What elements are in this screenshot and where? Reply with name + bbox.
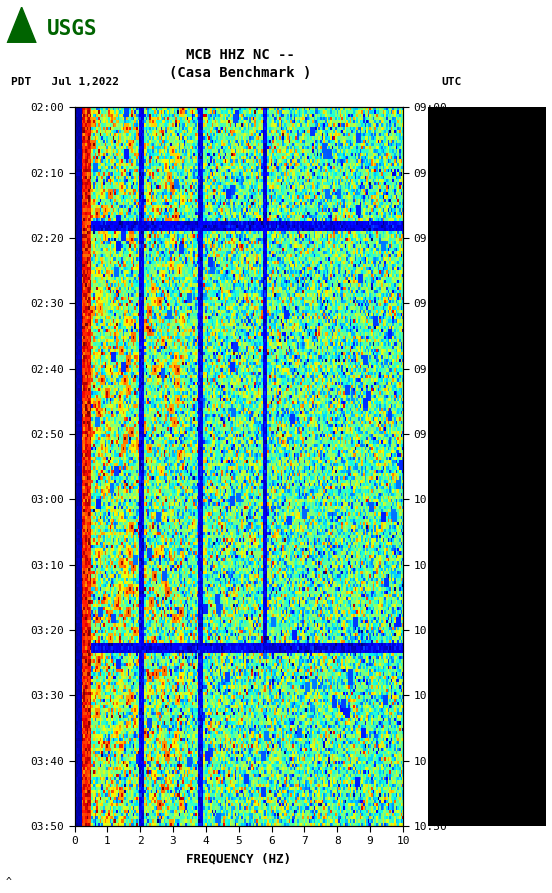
Polygon shape [7, 7, 36, 43]
Text: (Casa Benchmark ): (Casa Benchmark ) [169, 66, 311, 80]
X-axis label: FREQUENCY (HZ): FREQUENCY (HZ) [186, 852, 291, 865]
Text: PDT   Jul 1,2022: PDT Jul 1,2022 [11, 77, 119, 88]
Text: ^: ^ [6, 877, 12, 888]
Text: UTC: UTC [442, 77, 462, 88]
Text: USGS: USGS [47, 19, 97, 38]
Text: MCB HHZ NC --: MCB HHZ NC -- [185, 48, 295, 63]
